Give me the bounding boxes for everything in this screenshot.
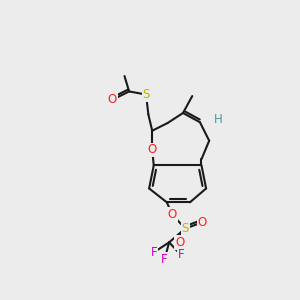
Text: O: O bbox=[168, 208, 177, 221]
Text: O: O bbox=[148, 143, 157, 157]
Text: O: O bbox=[198, 216, 207, 229]
Text: O: O bbox=[107, 93, 117, 106]
Text: F: F bbox=[161, 253, 168, 266]
Text: O: O bbox=[175, 236, 184, 249]
Text: H: H bbox=[214, 113, 223, 126]
Text: F: F bbox=[177, 248, 184, 261]
Text: S: S bbox=[142, 88, 150, 101]
Text: F: F bbox=[150, 246, 157, 259]
Text: S: S bbox=[182, 222, 189, 235]
